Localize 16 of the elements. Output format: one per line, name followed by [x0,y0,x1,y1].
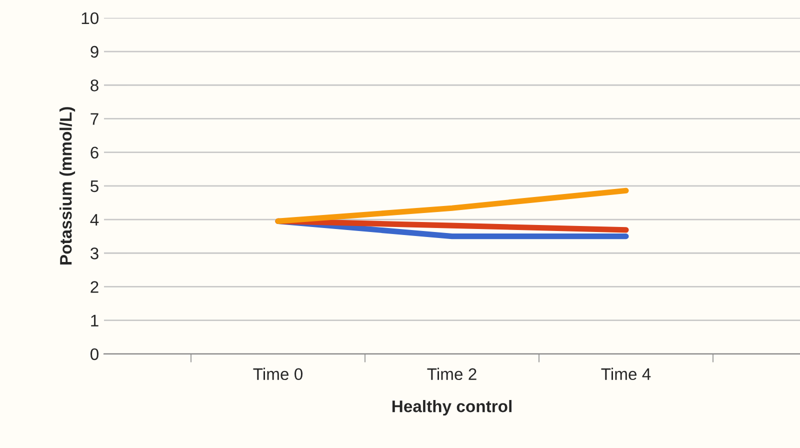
y-tick-label: 2 [90,281,98,293]
y-tick-label: 7 [90,113,98,125]
y-tick-label: 8 [90,80,98,92]
y-tick-label: 3 [90,248,98,260]
y-tick-label: 10 [82,12,98,24]
x-tick-label: Time 2 [427,368,476,380]
y-axis-title: Potassium (mmol/L) [60,107,76,264]
y-tick-label: 9 [90,46,98,58]
x-tick-label: Time 4 [601,368,651,380]
y-tick-label: 6 [90,146,98,159]
y-tick-label: 1 [91,314,98,326]
x-tick-label: Time 0 [253,368,303,380]
y-tick-label: 4 [90,214,99,226]
y-tick-label: 0 [90,348,98,360]
x-axis-title: Healthy control [392,400,512,416]
y-tick-label: 5 [90,180,98,192]
